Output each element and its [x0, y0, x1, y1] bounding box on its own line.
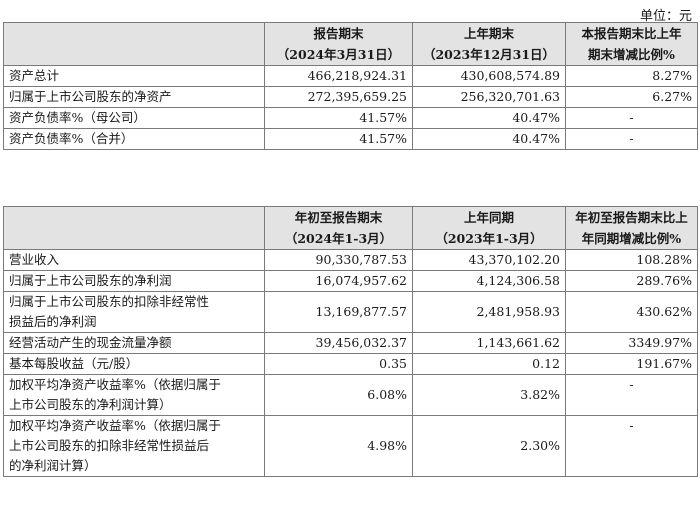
prior-value: 0.12 — [412, 353, 566, 375]
table-row: 加权平均净资产收益率%（依据归属于 上市公司股东的净利润计算） 6.08% 3.… — [3, 374, 698, 416]
header-change: 本报告期末比上年 期末增减比例% — [565, 22, 698, 66]
row-label: 营业收入 — [3, 249, 265, 271]
change-value: 108.28% — [565, 249, 698, 271]
header-current-period: 报告期末 （2024年3月31日） — [264, 22, 413, 66]
row-label: 经营活动产生的现金流量净额 — [3, 332, 265, 354]
change-value: 191.67% — [565, 353, 698, 375]
header-prior-period: 上年同期 （2023年1-3月） — [412, 206, 566, 250]
row-label-line: 上市公司股东的扣除非经常性损益后 — [9, 438, 210, 453]
unit-label: 单位：元 — [639, 9, 692, 24]
table-row: 基本每股收益（元/股） 0.35 0.12 191.67% — [3, 353, 698, 375]
change-value: 3349.97% — [565, 332, 698, 354]
table-header-row: 报告期末 （2024年3月31日） 上年期末 （2023年12月31日） 本报告… — [3, 22, 698, 66]
header-line: 年同期增减比例% — [581, 231, 682, 246]
change-value: 430.62% — [565, 291, 698, 333]
row-label: 加权平均净资产收益率%（依据归属于 上市公司股东的扣除非经常性损益后 的净利润计… — [3, 415, 265, 477]
current-value: 13,169,877.57 — [264, 291, 413, 333]
current-value: 41.57% — [264, 128, 413, 150]
header-blank-cell — [3, 206, 265, 250]
table-row: 资产负债率%（母公司） 41.57% 40.47% - — [3, 107, 698, 129]
row-label: 资产负债率%（母公司） — [3, 107, 265, 129]
row-label-line: 加权平均净资产收益率%（依据归属于 — [9, 418, 221, 433]
table-row: 营业收入 90,330,787.53 43,370,102.20 108.28% — [3, 249, 698, 271]
table-row: 资产总计 466,218,924.31 430,608,574.89 8.27% — [3, 65, 698, 87]
row-label: 加权平均净资产收益率%（依据归属于 上市公司股东的净利润计算） — [3, 374, 265, 416]
header-line: 年初至报告期末比上 — [575, 210, 688, 225]
header-blank-cell — [3, 22, 265, 66]
current-value: 16,074,957.62 — [264, 270, 413, 292]
row-label-line: 归属于上市公司股东的扣除非经常性 — [9, 294, 210, 309]
row-label-line: 损益后的净利润 — [9, 314, 97, 329]
change-value: - — [565, 107, 698, 129]
header-current-period: 年初至报告期末 （2024年1-3月） — [264, 206, 413, 250]
change-value: - — [565, 128, 698, 150]
current-value: 272,395,659.25 — [264, 86, 413, 108]
header-line: （2023年1-3月） — [435, 231, 543, 246]
header-line: 年初至报告期末 — [294, 210, 383, 225]
current-value: 39,456,032.37 — [264, 332, 413, 354]
table-row: 资产负债率%（合并） 41.57% 40.47% - — [3, 128, 698, 150]
header-line: （2024年1-3月） — [284, 231, 393, 246]
table-header-row: 年初至报告期末 （2024年1-3月） 上年同期 （2023年1-3月） 年初至… — [3, 206, 698, 250]
row-label-line: 加权平均净资产收益率%（依据归属于 — [9, 377, 221, 392]
change-value: - — [565, 415, 698, 477]
header-line: （2023年12月31日） — [422, 47, 556, 62]
table-row: 归属于上市公司股东的扣除非经常性 损益后的净利润 13,169,877.57 2… — [3, 291, 698, 333]
prior-value: 1,143,661.62 — [412, 332, 566, 354]
prior-value: 3.82% — [412, 374, 566, 416]
prior-value: 43,370,102.20 — [412, 249, 566, 271]
table-row: 归属于上市公司股东的净利润 16,074,957.62 4,124,306.58… — [3, 270, 698, 292]
prior-value: 4,124,306.58 — [412, 270, 566, 292]
table-row: 归属于上市公司股东的净资产 272,395,659.25 256,320,701… — [3, 86, 698, 108]
row-label: 资产负债率%（合并） — [3, 128, 265, 150]
prior-value: 40.47% — [412, 107, 566, 129]
row-label: 基本每股收益（元/股） — [3, 353, 265, 375]
change-value: 289.76% — [565, 270, 698, 292]
header-line: 期末增减比例% — [588, 47, 675, 62]
prior-value: 2.30% — [412, 415, 566, 477]
row-label: 归属于上市公司股东的净利润 — [3, 270, 265, 292]
header-line: 上年期末 — [463, 26, 514, 41]
current-value: 90,330,787.53 — [264, 249, 413, 271]
header-change: 年初至报告期末比上 年同期增减比例% — [565, 206, 698, 250]
header-line: 本报告期末比上年 — [581, 26, 682, 41]
prior-value: 40.47% — [412, 128, 566, 150]
row-label: 资产总计 — [3, 65, 265, 87]
prior-value: 256,320,701.63 — [412, 86, 566, 108]
row-label: 归属于上市公司股东的净资产 — [3, 86, 265, 108]
header-prior-period: 上年期末 （2023年12月31日） — [412, 22, 566, 66]
header-line: 报告期末 — [313, 26, 364, 41]
year-to-date-table: 年初至报告期末 （2024年1-3月） 上年同期 （2023年1-3月） 年初至… — [3, 206, 698, 477]
table-row: 加权平均净资产收益率%（依据归属于 上市公司股东的扣除非经常性损益后 的净利润计… — [3, 415, 698, 477]
table-row: 经营活动产生的现金流量净额 39,456,032.37 1,143,661.62… — [3, 332, 698, 354]
row-label-line: 上市公司股东的净利润计算） — [9, 397, 172, 412]
period-end-table: 报告期末 （2024年3月31日） 上年期末 （2023年12月31日） 本报告… — [3, 22, 698, 150]
row-label-line: 的净利润计算） — [9, 458, 97, 473]
prior-value: 430,608,574.89 — [412, 65, 566, 87]
current-value: 0.35 — [264, 353, 413, 375]
header-line: （2024年3月31日） — [276, 47, 401, 62]
current-value: 41.57% — [264, 107, 413, 129]
current-value: 6.08% — [264, 374, 413, 416]
current-value: 466,218,924.31 — [264, 65, 413, 87]
header-line: 上年同期 — [463, 210, 514, 225]
change-value: 6.27% — [565, 86, 698, 108]
row-label: 归属于上市公司股东的扣除非经常性 损益后的净利润 — [3, 291, 265, 333]
prior-value: 2,481,958.93 — [412, 291, 566, 333]
change-value: - — [565, 374, 698, 416]
change-value: 8.27% — [565, 65, 698, 87]
current-value: 4.98% — [264, 415, 413, 477]
